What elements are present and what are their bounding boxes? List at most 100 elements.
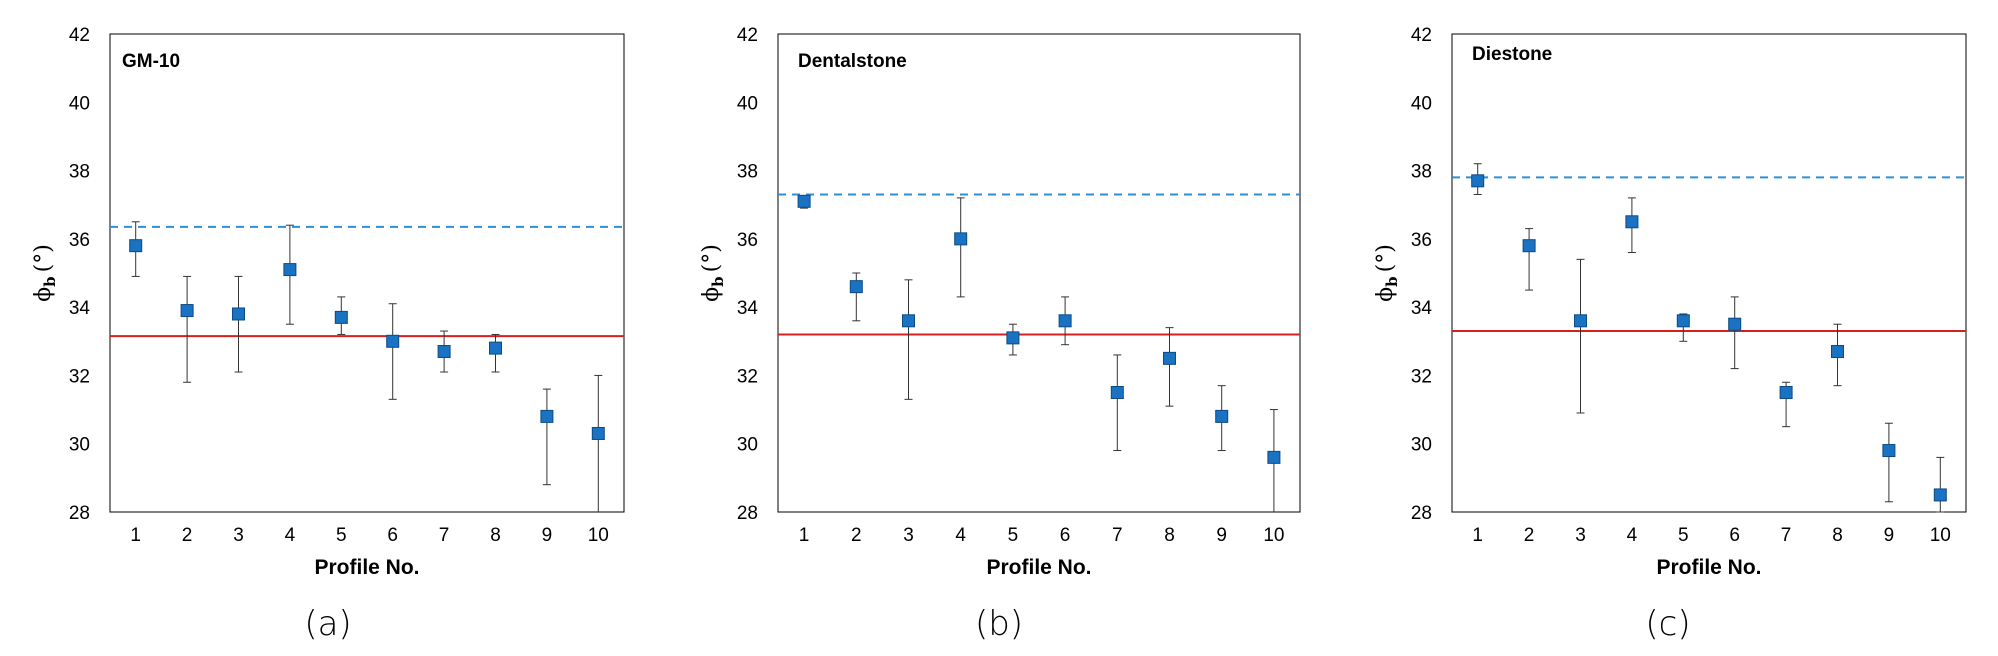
y-tick-label: 42 bbox=[737, 25, 758, 46]
data-point bbox=[954, 232, 968, 246]
x-tick-label: 2 bbox=[851, 525, 862, 546]
plot-frame bbox=[1451, 33, 1967, 513]
x-tick-label: 6 bbox=[1729, 525, 1740, 546]
x-tick-label: 3 bbox=[903, 525, 914, 546]
y-tick-label: 38 bbox=[1411, 162, 1432, 183]
panel-title: Dentalstone bbox=[798, 51, 907, 72]
x-tick-label: 10 bbox=[588, 525, 609, 546]
plot-frame bbox=[109, 33, 625, 513]
data-point bbox=[232, 307, 245, 321]
y-tick-label: 42 bbox=[1411, 25, 1432, 46]
data-point bbox=[1522, 239, 1536, 253]
x-tick-label: 8 bbox=[490, 525, 501, 546]
y-tick-label: 32 bbox=[1411, 366, 1432, 387]
data-point bbox=[1471, 174, 1485, 188]
y-tick-label: 30 bbox=[737, 435, 758, 456]
x-axis-label: Profile No. bbox=[1656, 556, 1761, 579]
data-point bbox=[1163, 351, 1176, 365]
x-tick-label: 3 bbox=[233, 525, 244, 546]
data-point bbox=[1215, 409, 1229, 423]
y-tick-label: 34 bbox=[69, 298, 91, 319]
x-axis-label: Profile No. bbox=[986, 556, 1091, 579]
y-tick-label: 30 bbox=[1411, 435, 1432, 456]
x-tick-label: 10 bbox=[1263, 525, 1284, 546]
y-tick-label: 28 bbox=[69, 503, 90, 524]
y-tick-label: 32 bbox=[69, 366, 90, 387]
x-tick-label: 2 bbox=[182, 525, 193, 546]
y-axis-label: ϕb(°) bbox=[1373, 244, 1401, 302]
x-tick-label: 5 bbox=[336, 525, 347, 546]
data-point bbox=[1933, 488, 1947, 502]
x-tick-label: 9 bbox=[542, 525, 553, 546]
data-point bbox=[591, 426, 605, 440]
plot-frame bbox=[777, 33, 1301, 513]
data-point bbox=[1779, 386, 1793, 399]
x-tick-label: 4 bbox=[1627, 525, 1638, 546]
x-tick-label: 9 bbox=[1884, 525, 1895, 546]
data-point bbox=[334, 310, 348, 324]
y-tick-label: 34 bbox=[737, 298, 759, 319]
y-tick-label: 40 bbox=[69, 93, 90, 114]
data-point bbox=[180, 304, 194, 318]
y-axis-label: ϕb(°) bbox=[699, 244, 727, 302]
data-point bbox=[1831, 345, 1844, 359]
x-tick-label: 9 bbox=[1216, 525, 1227, 546]
data-point bbox=[1267, 450, 1281, 464]
x-tick-label: 8 bbox=[1164, 525, 1175, 546]
data-point bbox=[1058, 314, 1072, 328]
data-point bbox=[797, 194, 811, 208]
panel-caption: (a) bbox=[304, 604, 351, 644]
x-tick-label: 7 bbox=[439, 525, 450, 546]
x-tick-label: 2 bbox=[1524, 525, 1535, 546]
data-point bbox=[1728, 317, 1742, 331]
x-tick-label: 5 bbox=[1008, 525, 1019, 546]
y-tick-label: 36 bbox=[1411, 230, 1432, 251]
data-point bbox=[129, 239, 143, 253]
y-tick-label: 28 bbox=[737, 503, 758, 524]
data-point bbox=[283, 263, 297, 277]
data-point bbox=[902, 314, 915, 328]
data-point bbox=[540, 409, 554, 423]
data-point bbox=[1006, 331, 1020, 345]
x-tick-label: 8 bbox=[1832, 525, 1843, 546]
x-tick-label: 6 bbox=[1060, 525, 1071, 546]
x-axis-label: Profile No. bbox=[314, 556, 419, 579]
data-point bbox=[1882, 444, 1896, 458]
data-point bbox=[489, 341, 502, 355]
y-tick-label: 36 bbox=[69, 230, 90, 251]
data-point bbox=[1110, 386, 1124, 399]
data-point bbox=[1574, 314, 1587, 328]
y-tick-label: 42 bbox=[69, 25, 90, 46]
data-point bbox=[437, 345, 451, 359]
data-point bbox=[849, 280, 863, 294]
y-tick-label: 28 bbox=[1411, 503, 1432, 524]
x-tick-label: 4 bbox=[285, 525, 296, 546]
x-tick-label: 1 bbox=[1472, 525, 1483, 546]
y-tick-label: 38 bbox=[737, 162, 758, 183]
x-tick-label: 5 bbox=[1678, 525, 1689, 546]
x-tick-label: 3 bbox=[1575, 525, 1586, 546]
data-point bbox=[386, 334, 400, 348]
panel-caption: (c) bbox=[1645, 604, 1690, 644]
y-tick-label: 36 bbox=[737, 230, 758, 251]
y-tick-label: 40 bbox=[737, 93, 758, 114]
panel-caption: (b) bbox=[975, 604, 1023, 644]
x-tick-label: 6 bbox=[387, 525, 398, 546]
y-tick-label: 30 bbox=[69, 435, 90, 456]
x-tick-label: 1 bbox=[130, 525, 141, 546]
data-point bbox=[1676, 314, 1690, 328]
x-tick-label: 7 bbox=[1781, 525, 1792, 546]
x-tick-label: 10 bbox=[1930, 525, 1951, 546]
x-tick-label: 1 bbox=[799, 525, 810, 546]
x-tick-label: 4 bbox=[955, 525, 966, 546]
y-tick-label: 40 bbox=[1411, 93, 1432, 114]
y-tick-label: 38 bbox=[69, 162, 90, 183]
y-axis-label: ϕb(°) bbox=[31, 244, 59, 302]
panel-title: GM-10 bbox=[122, 51, 180, 72]
panel-title: Diestone bbox=[1472, 44, 1552, 65]
data-point bbox=[1625, 215, 1639, 229]
